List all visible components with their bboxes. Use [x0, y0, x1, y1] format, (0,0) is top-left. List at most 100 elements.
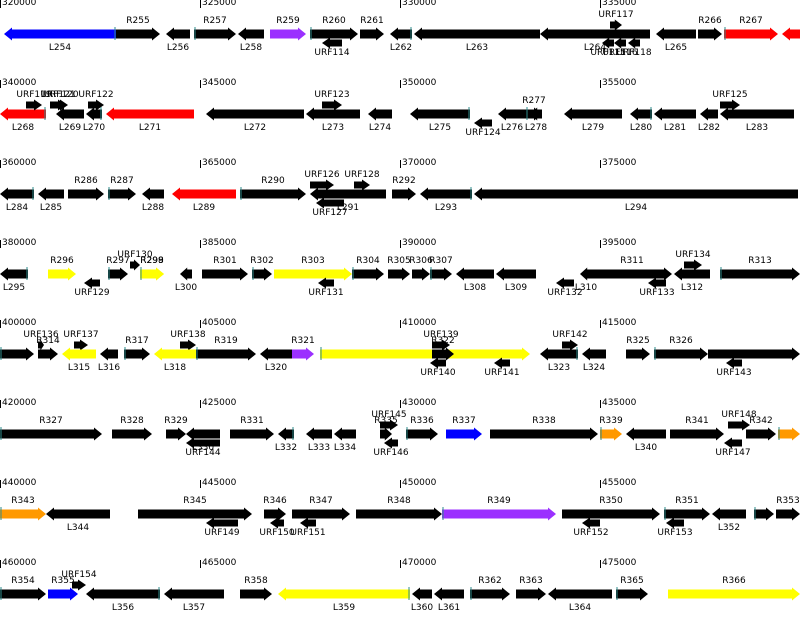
gene-label-l262: L262: [389, 43, 413, 53]
coordinate-label: 450000: [402, 478, 437, 488]
gene-label-r331: R331: [240, 416, 264, 426]
coordinate-label: 380000: [2, 238, 37, 248]
coordinate-tick: [600, 160, 601, 168]
gene-arrow-l312: [674, 267, 710, 281]
coordinate-label: 335000: [602, 0, 637, 8]
gene-label-r338: R338: [532, 416, 556, 426]
gene-label-r358: R358: [244, 576, 268, 586]
gene-label-l333: L333: [307, 443, 331, 453]
gene-label-urf125: URF125: [712, 90, 748, 100]
gene-label-l361: L361: [437, 603, 461, 613]
gene-arrow-urf119: [26, 99, 42, 111]
gene-label-r343: R343: [11, 496, 35, 506]
gene-label-urf141: URF141: [484, 368, 520, 378]
gene-arrow-urf138: [180, 339, 196, 351]
gene-arrow-r292: [392, 187, 416, 201]
gene-arrow-r347: [292, 507, 350, 521]
gene-arrow-l318: [154, 347, 196, 361]
gene-arrow-r363: [516, 587, 546, 601]
gene-arrow-l360: [412, 587, 432, 601]
gene-label-urf118: URF118: [616, 48, 652, 58]
gene-label-urf145: URF145: [371, 410, 407, 420]
gene-arrow-urf136: [38, 339, 44, 351]
gene-label-l276: L276: [500, 123, 524, 133]
coordinate-tick: [200, 240, 201, 248]
gene-label-l294: L294: [624, 203, 648, 213]
gene-arrow-l361: [434, 587, 464, 601]
gene-arrow-r325: [626, 347, 650, 361]
gene-label-urf154: URF154: [61, 570, 97, 580]
gene-label-l258: L258: [239, 43, 263, 53]
coordinate-label: 425000: [202, 398, 237, 408]
gene-label-r355: R355: [51, 576, 75, 586]
gene-label-urf148: URF148: [721, 410, 757, 420]
coordinate-label: 470000: [402, 558, 437, 568]
gene-label-l352: L352: [717, 523, 741, 533]
gene-label-l288: L288: [141, 203, 165, 213]
gene-label-l309: L309: [504, 283, 528, 293]
gene-arrow-r306: [412, 267, 430, 281]
gene-arrow-l315: [62, 347, 96, 361]
gene-label-l360: L360: [410, 603, 434, 613]
gene-label-r348: R348: [387, 496, 411, 506]
gene-label-urf153: URF153: [657, 528, 693, 538]
coordinate-label: 435000: [602, 398, 637, 408]
gene-arrow-r335: [380, 427, 392, 441]
coordinate-label: 395000: [602, 238, 637, 248]
gene-arrow-l340: [626, 427, 666, 441]
gene-arrow-urf147: [724, 437, 742, 449]
coordinate-tick: [0, 240, 1, 248]
gene-label-urf149: URF149: [204, 528, 240, 538]
gene-arrow-l308: [456, 267, 494, 281]
gene-label-r335: R335: [374, 416, 398, 426]
coordinate-tick: [400, 480, 401, 488]
gene-label-r341: R341: [685, 416, 709, 426]
gene-arrow-r299: [140, 267, 164, 281]
gene-label-l334: L334: [333, 443, 357, 453]
gene-arrow-l272: [206, 107, 304, 121]
gene-arrow-r341: [670, 427, 724, 441]
gene-arrow-urf131: [318, 277, 334, 289]
gene-arrow-l294: [474, 187, 798, 201]
gene-arrow-l332: [278, 427, 294, 441]
gene-arrow-urf126: [310, 179, 334, 191]
gene-label-l300: L300: [174, 283, 198, 293]
coordinate-label: 350000: [402, 78, 437, 88]
coordinate-tick: [200, 160, 201, 168]
gene-arrow-l280: [630, 107, 652, 121]
gene-arrow-l289: [172, 187, 236, 201]
gene-label-l278: L278: [524, 123, 548, 133]
gene-label-r327: R327: [39, 416, 63, 426]
coordinate-tick: [400, 160, 401, 168]
gene-arrow-urf132: [556, 277, 574, 289]
coordinate-tick: [600, 480, 601, 488]
gene-label-l269: L269: [58, 123, 82, 133]
gene-label-r351: R351: [675, 496, 699, 506]
coordinate-label: 345000: [202, 78, 237, 88]
gene-arrow-l359: [278, 587, 410, 601]
gene-label-r290: R290: [261, 176, 285, 186]
coordinate-label: 455000: [602, 478, 637, 488]
gene-arrow-r345: [138, 507, 252, 521]
gene-arrow-r327: [0, 427, 102, 441]
gene-label-urf137: URF137: [63, 330, 99, 340]
coordinate-tick: [400, 400, 401, 408]
gene-label-r296: R296: [50, 256, 74, 266]
coordinate-tick: [600, 240, 601, 248]
gene-label-r314: R314: [36, 336, 60, 346]
gene-arrow: [782, 27, 800, 41]
gene-arrow-urf148: [728, 419, 750, 431]
coordinate-label: 405000: [202, 318, 237, 328]
gene-label-urf152: URF152: [573, 528, 609, 538]
gene-label-r339: R339: [599, 416, 623, 426]
gene-arrow-r259: [270, 27, 306, 41]
gene-arrow-urf149: [206, 517, 238, 529]
gene-arrow-urf153: [666, 517, 684, 529]
gene-arrow-r261: [360, 27, 384, 41]
gene-label-l263: L263: [465, 43, 489, 53]
gene-arrow-l274: [368, 107, 392, 121]
gene-label-r342: R342: [749, 416, 773, 426]
gene-arrow-l330: [186, 427, 220, 441]
gene-label-l268: L268: [11, 123, 35, 133]
gene-arrow-l256: [166, 27, 190, 41]
